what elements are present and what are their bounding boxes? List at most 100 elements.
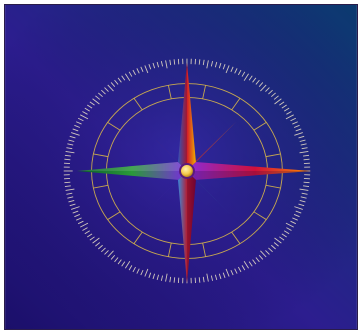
dial-tick <box>156 61 160 68</box>
dial-tick <box>210 61 214 67</box>
dial-tick <box>87 104 93 109</box>
dial-tick <box>243 261 249 269</box>
dial-tick <box>252 77 257 83</box>
compass-rose-illustration <box>5 5 357 329</box>
point-west <box>76 162 187 180</box>
dial-tick <box>64 154 71 157</box>
dial-tick <box>202 59 205 66</box>
dial-tick <box>301 192 308 195</box>
dial-tick <box>64 158 71 161</box>
dial-tick <box>140 66 144 73</box>
dial-tick <box>260 250 267 258</box>
ring-tick <box>93 153 109 158</box>
ring-tick <box>231 231 241 244</box>
dial-tick <box>65 151 75 154</box>
dial-tick <box>68 200 75 203</box>
dial-tick <box>169 59 172 66</box>
dial-tick <box>69 135 76 139</box>
dial-tick <box>303 185 310 188</box>
dial-tick <box>293 124 300 128</box>
dial-tick <box>294 132 303 136</box>
dial-tick <box>298 203 305 207</box>
dial-tick <box>274 98 282 105</box>
dial-tick <box>230 66 234 73</box>
dial-tick <box>128 71 133 77</box>
dial-tick <box>148 64 152 70</box>
dial-tick <box>299 188 309 191</box>
dial-tick <box>241 71 246 77</box>
dial-tick <box>299 151 309 154</box>
dial-tick <box>258 82 264 87</box>
dial-tick <box>121 75 126 81</box>
dial-tick <box>237 69 242 76</box>
ring-tick <box>133 97 143 111</box>
dial-tick <box>124 73 131 81</box>
dial-tick <box>303 181 310 184</box>
dial-tick <box>286 111 292 115</box>
dial-tick <box>66 192 73 195</box>
dial-tick <box>286 227 292 231</box>
dial-tick <box>292 121 298 125</box>
dial-tick <box>95 95 101 100</box>
dial-tick <box>77 117 84 122</box>
ring-tick <box>265 153 281 158</box>
dial-tick <box>84 107 90 112</box>
dial-tick <box>152 273 156 280</box>
dial-tick <box>222 64 226 70</box>
dial-tick <box>117 77 122 83</box>
dial-tick <box>285 222 294 228</box>
dial-tick <box>268 89 273 95</box>
dial-tick <box>95 242 101 247</box>
gold-ring-ticks <box>93 85 281 257</box>
dial-tick <box>136 68 140 74</box>
dial-tick <box>281 233 287 238</box>
dial-tick <box>248 261 253 267</box>
dial-tick <box>152 62 156 69</box>
dial-tick <box>294 206 303 210</box>
dial-tick <box>71 206 80 210</box>
dial-tick <box>255 79 260 85</box>
dial-tick <box>144 65 149 74</box>
ring-tick <box>107 122 121 131</box>
dial-tick <box>136 268 140 274</box>
dial-tick <box>290 220 296 225</box>
dial-tick <box>76 217 82 221</box>
dial-tick <box>117 259 122 265</box>
dial-tick <box>271 244 276 250</box>
dial-tick <box>140 269 144 276</box>
dial-tick <box>160 61 164 67</box>
dial-tick <box>295 210 302 214</box>
ring-tick <box>133 231 143 244</box>
dial-tick <box>301 147 308 150</box>
dial-tick <box>265 87 270 92</box>
dial-tick <box>101 89 106 95</box>
dial-tick <box>66 147 73 150</box>
dial-tick <box>148 272 152 278</box>
dial-tick <box>279 236 285 241</box>
west-shade <box>76 162 187 171</box>
dial-tick <box>124 261 131 269</box>
dial-tick <box>64 185 71 188</box>
dial-tick <box>225 65 230 74</box>
ring-tick <box>253 122 267 131</box>
dial-tick <box>230 269 234 276</box>
dial-tick <box>222 272 226 278</box>
dial-tick <box>128 265 133 271</box>
dial-tick <box>299 139 306 142</box>
dial-tick <box>104 250 109 255</box>
dial-tick <box>72 128 79 132</box>
dial-tick <box>300 196 307 199</box>
dial-tick <box>98 244 103 250</box>
dial-tick <box>114 257 119 263</box>
dial-tick <box>160 275 164 281</box>
dial-tick <box>92 98 100 105</box>
dial-tick <box>173 277 176 283</box>
dial-tick <box>169 276 172 283</box>
dial-tick <box>285 114 294 120</box>
dial-tick <box>206 273 209 282</box>
dial-tick <box>114 79 119 85</box>
ring-tick <box>202 243 207 257</box>
dial-tick <box>101 247 106 253</box>
point-south <box>178 170 196 284</box>
dial-tick <box>273 242 279 247</box>
